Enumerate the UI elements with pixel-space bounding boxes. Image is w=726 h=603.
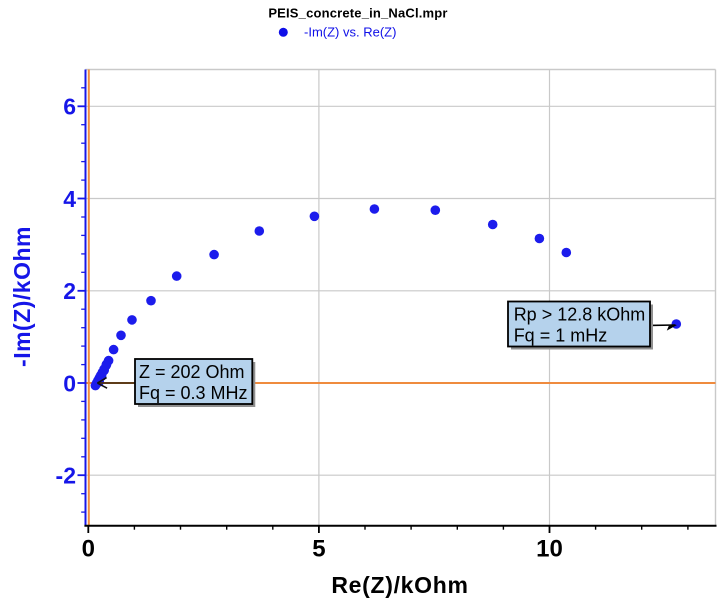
svg-text:Fq = 1 mHz: Fq = 1 mHz (514, 325, 608, 345)
svg-text:-2: -2 (56, 463, 76, 489)
svg-text:2: 2 (63, 278, 76, 304)
svg-text:6: 6 (63, 94, 76, 120)
svg-text:10: 10 (536, 536, 563, 563)
svg-text:5: 5 (312, 536, 325, 563)
svg-text:-Im(Z)/kOhm: -Im(Z)/kOhm (9, 226, 35, 367)
svg-text:Re(Z)/kOhm: Re(Z)/kOhm (331, 572, 468, 598)
svg-text:Rp > 12.8 kOhm: Rp > 12.8 kOhm (514, 304, 646, 324)
svg-text:Z = 202 Ohm: Z = 202 Ohm (139, 362, 245, 382)
svg-text:4: 4 (63, 186, 76, 212)
svg-text:PEIS_concrete_in_NaCl.mpr: PEIS_concrete_in_NaCl.mpr (268, 6, 447, 21)
svg-text:0: 0 (63, 370, 76, 396)
svg-text:0: 0 (82, 536, 95, 563)
svg-text:Fq = 0.3 MHz: Fq = 0.3 MHz (139, 383, 248, 403)
svg-text:-Im(Z) vs. Re(Z): -Im(Z) vs. Re(Z) (304, 25, 396, 40)
